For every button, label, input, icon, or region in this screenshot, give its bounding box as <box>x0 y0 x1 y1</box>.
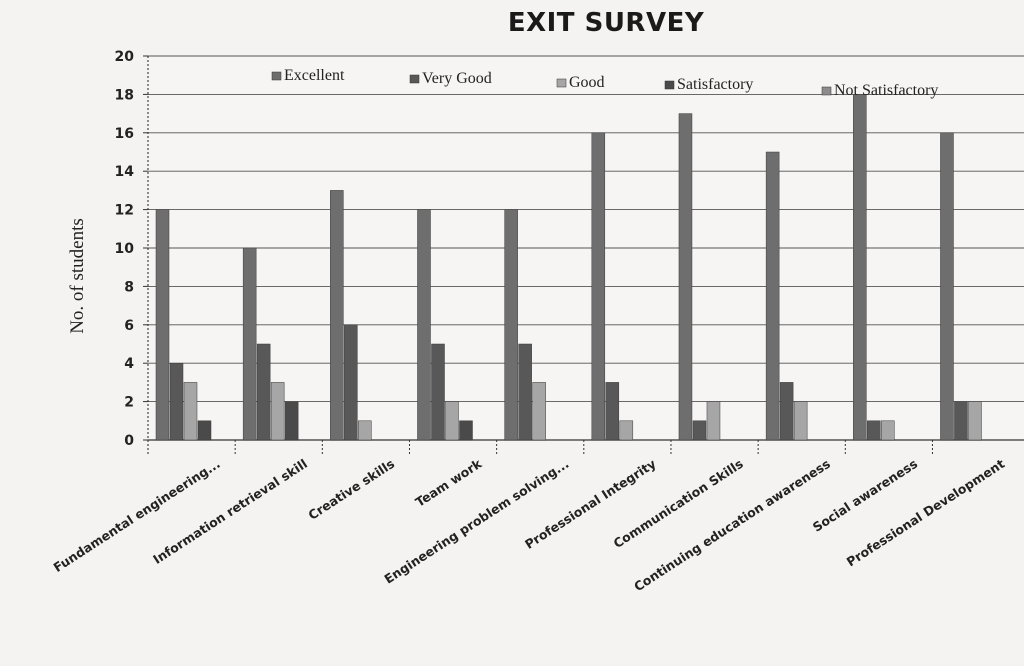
bar-very-good <box>256 343 271 441</box>
y-tick-label: 14 <box>115 164 135 180</box>
y-tick-label: 0 <box>124 433 134 449</box>
bar-satisfactory <box>197 420 212 441</box>
bar-very-good <box>605 382 620 441</box>
bar-good <box>793 401 808 441</box>
y-tick-label: 2 <box>124 395 134 411</box>
bar-very-good <box>692 420 707 441</box>
bar-excellent <box>591 132 606 441</box>
bar-excellent <box>678 113 693 441</box>
legend-label: Very Good <box>422 70 492 87</box>
x-tick-label: Information retrieval skill <box>150 456 310 567</box>
bar-very-good <box>779 382 794 441</box>
bar-excellent <box>417 209 431 441</box>
bar-very-good <box>518 343 532 441</box>
bar-good <box>532 382 546 441</box>
bar-good <box>619 420 634 441</box>
x-tick-label: Creative skills <box>305 456 397 523</box>
legend-label: Not Satisfactory <box>834 82 938 99</box>
bar-satisfactory <box>284 401 299 441</box>
bar-good <box>358 420 372 441</box>
y-tick-label: 18 <box>115 87 134 103</box>
bar-good <box>968 401 982 441</box>
bar-very-good <box>867 420 881 441</box>
y-tick-label: 20 <box>115 49 135 65</box>
chart-title: EXIT SURVEY <box>507 8 705 38</box>
bar-very-good <box>431 343 445 441</box>
legend-label: Good <box>569 74 605 91</box>
legend: Excellent Very Good Good Satisfactory Not Sa… <box>271 67 938 99</box>
legend-swatch <box>664 80 675 90</box>
bar-excellent <box>330 190 344 441</box>
x-tick-label: Fundamental engineering... <box>51 456 223 575</box>
y-tick-label: 4 <box>124 356 134 372</box>
bar-excellent <box>853 94 867 441</box>
bar-good <box>445 401 459 441</box>
y-tick-label: 16 <box>115 126 134 142</box>
legend-label: Satisfactory <box>677 76 753 93</box>
y-tick-label: 12 <box>115 203 134 219</box>
bar-good <box>270 382 285 441</box>
x-tick-label: Team work <box>413 456 485 510</box>
bar-excellent <box>940 132 954 441</box>
bar-excellent <box>242 247 257 441</box>
bar-very-good <box>954 401 968 441</box>
bar-satisfactory <box>459 420 473 441</box>
y-tick-label: 6 <box>124 318 134 334</box>
legend-swatch <box>821 86 832 96</box>
grid-layer <box>148 55 1024 441</box>
y-tick-label: 10 <box>115 241 135 257</box>
bar-very-good <box>169 362 184 441</box>
bar-very-good <box>344 324 358 441</box>
bar-layer <box>155 94 982 441</box>
legend-swatch <box>409 74 420 84</box>
legend-label: Excellent <box>284 67 345 84</box>
bar-excellent <box>765 151 780 441</box>
bar-good <box>183 382 198 441</box>
bar-excellent <box>504 209 518 441</box>
legend-swatch <box>271 71 282 81</box>
bar-good <box>706 401 721 441</box>
x-tick-label: Engineering problem solving... <box>381 456 571 587</box>
y-tick-label: 8 <box>124 279 134 295</box>
bar-good <box>881 420 895 441</box>
x-tick-label: Professional Development <box>844 456 1008 569</box>
legend-swatch <box>556 78 567 88</box>
bar-excellent <box>155 209 170 441</box>
